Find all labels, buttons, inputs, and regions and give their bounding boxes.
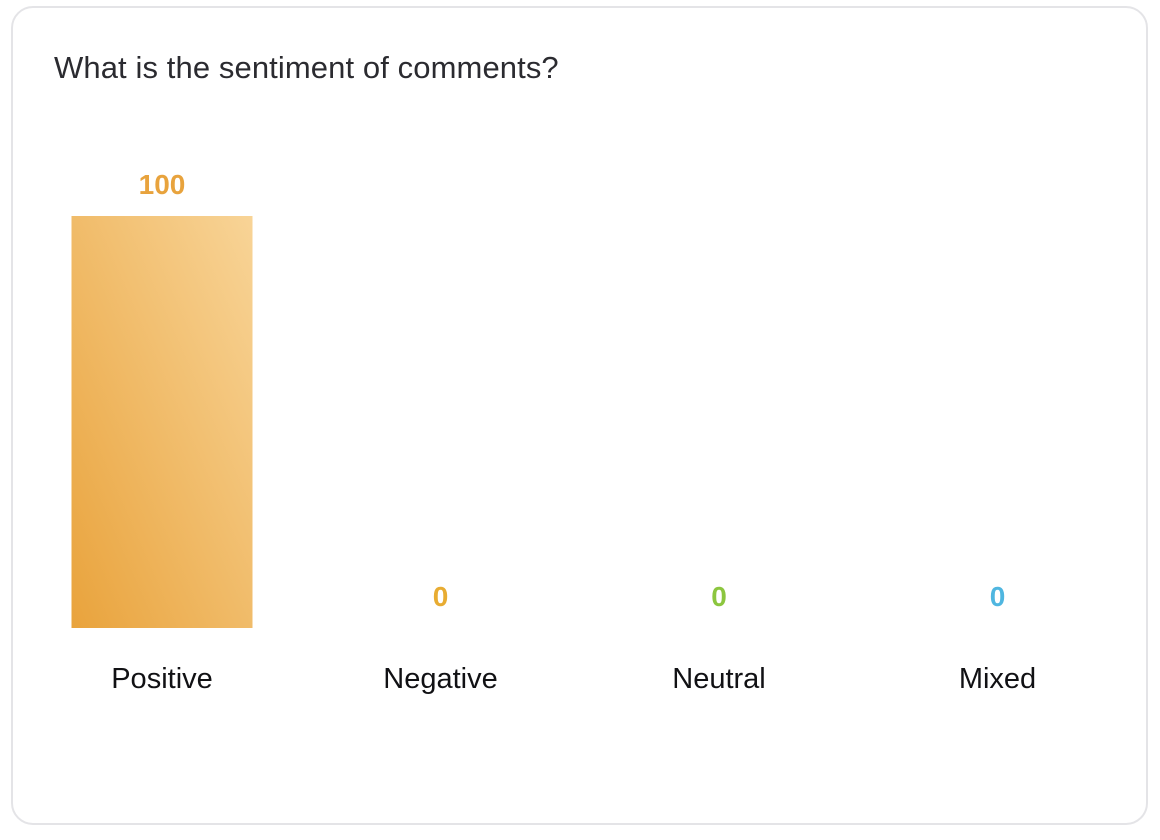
value-label-positive: 100 (139, 169, 186, 200)
category-label-mixed: Mixed (959, 663, 1036, 695)
bars-layer (71, 216, 253, 628)
value-label-neutral: 0 (711, 581, 727, 612)
value-labels-layer: 100 0 0 0 (139, 169, 1006, 612)
category-label-neutral: Neutral (672, 663, 766, 695)
category-label-negative: Negative (383, 663, 497, 695)
bar-positive[interactable] (71, 216, 253, 628)
category-labels-layer: Positive Negative Neutral Mixed (111, 663, 1036, 695)
chart-title: What is the sentiment of comments? (54, 50, 559, 85)
category-label-positive: Positive (111, 663, 213, 695)
value-label-negative: 0 (433, 581, 449, 612)
value-label-mixed: 0 (990, 581, 1006, 612)
